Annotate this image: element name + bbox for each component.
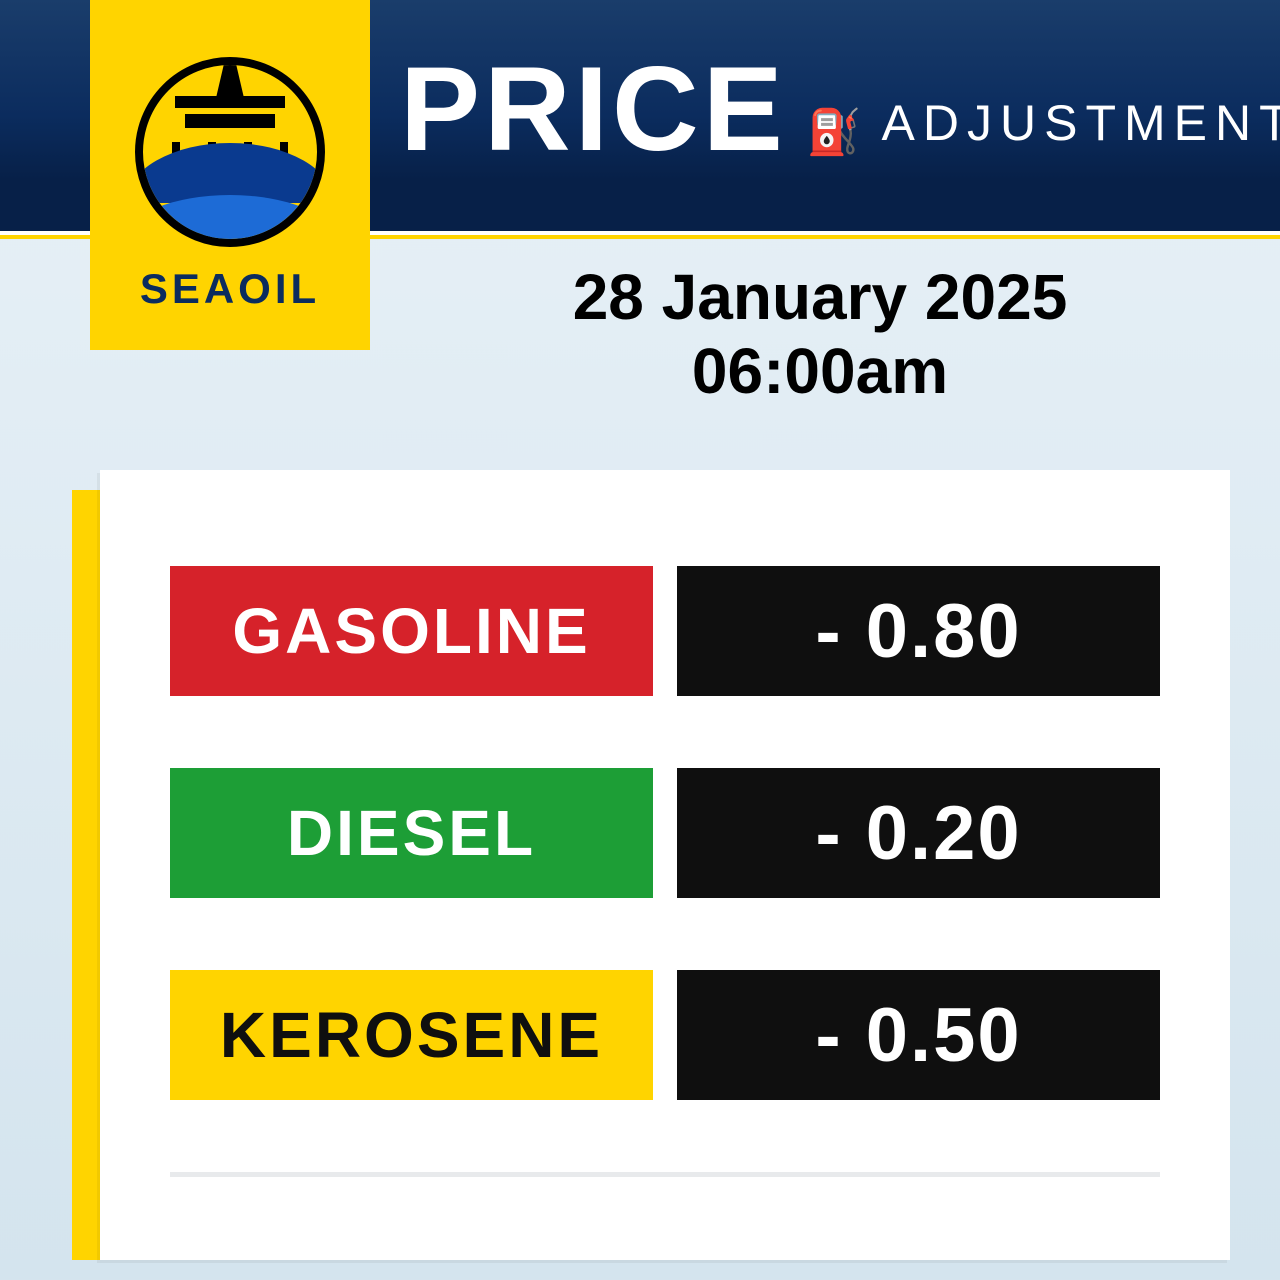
- value-kerosene: - 0.50: [677, 970, 1160, 1100]
- value-gasoline: - 0.80: [677, 566, 1160, 696]
- brand-name: SEAOIL: [140, 265, 320, 313]
- price-card: GASOLINE - 0.80 DIESEL - 0.20 KEROSENE -…: [100, 470, 1230, 1260]
- fuel-pump-icon: ⛽: [807, 106, 862, 158]
- label-diesel: DIESEL: [170, 768, 653, 898]
- label-gasoline: GASOLINE: [170, 566, 653, 696]
- effective-datetime: 28 January 2025 06:00am: [420, 260, 1220, 408]
- label-kerosene: KEROSENE: [170, 970, 653, 1100]
- effective-date: 28 January 2025: [420, 260, 1220, 334]
- header-title: PRICE ⛽ ADJUSTMENT: [400, 40, 1240, 178]
- row-kerosene: KEROSENE - 0.50: [170, 970, 1160, 1100]
- row-diesel: DIESEL - 0.20: [170, 768, 1160, 898]
- title-small: ADJUSTMENT: [882, 94, 1280, 152]
- row-gasoline: GASOLINE - 0.80: [170, 566, 1160, 696]
- brand-logo: SEAOIL: [90, 0, 370, 350]
- title-big: PRICE: [400, 40, 787, 178]
- effective-time: 06:00am: [420, 334, 1220, 408]
- divider: [170, 1172, 1160, 1177]
- value-diesel: - 0.20: [677, 768, 1160, 898]
- oil-rig-icon: [135, 57, 325, 247]
